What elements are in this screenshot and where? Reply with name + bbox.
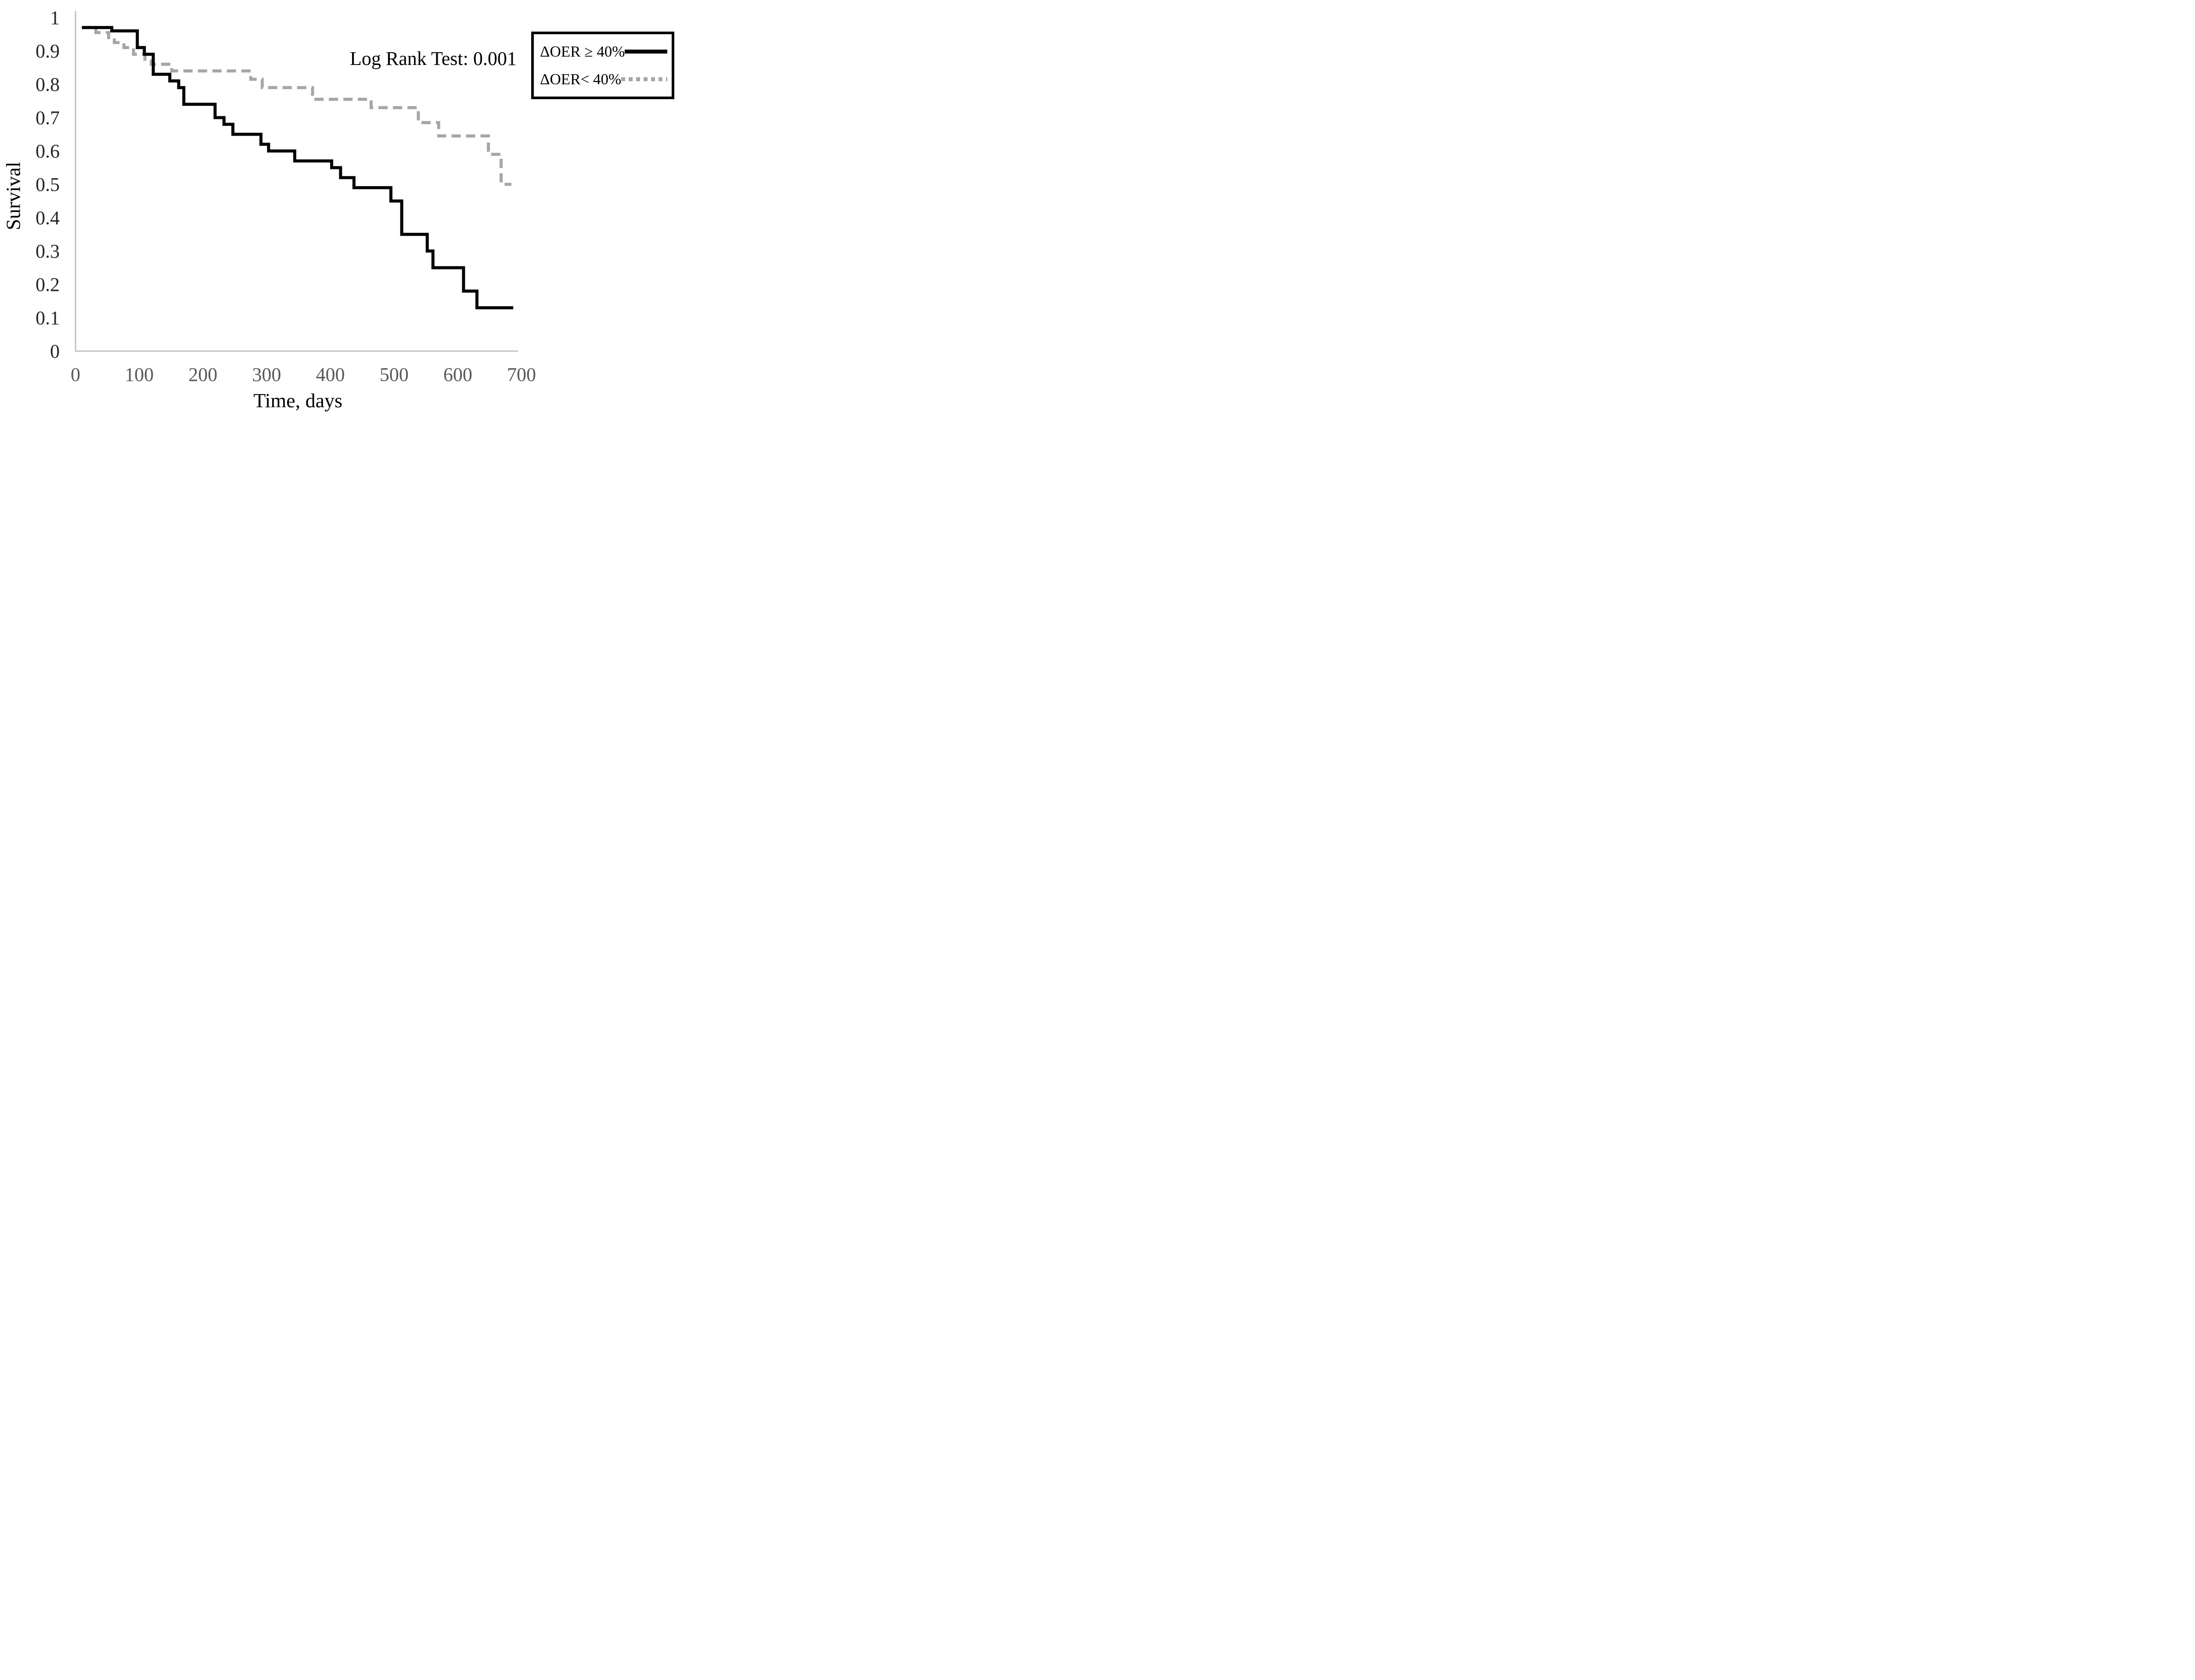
log-rank-annotation: Log Rank Test: 0.001 bbox=[350, 48, 517, 69]
x-tick-label: 600 bbox=[443, 364, 472, 385]
legend-item-label: ΔOER ≥ 40% bbox=[540, 43, 625, 60]
x-tick-label: 300 bbox=[252, 364, 281, 385]
y-tick-label: 0.1 bbox=[36, 307, 60, 329]
x-tick-label: 500 bbox=[380, 364, 409, 385]
legend-box: ΔOER ≥ 40% ΔOER< 40% bbox=[531, 32, 674, 99]
series-line-oer-lt-40 bbox=[82, 26, 511, 186]
y-tick-label: 0.4 bbox=[36, 207, 60, 229]
x-tick-label: 0 bbox=[71, 364, 80, 385]
legend-item: ΔOER< 40% bbox=[540, 71, 667, 88]
y-tick-label: 0.7 bbox=[36, 107, 60, 129]
y-tick-label: 0.6 bbox=[36, 140, 60, 162]
legend-item-label: ΔOER< 40% bbox=[540, 70, 622, 88]
y-tick-label: 0.3 bbox=[36, 241, 60, 262]
y-tick-label: 0.2 bbox=[36, 274, 60, 295]
x-tick-label: 700 bbox=[507, 364, 536, 385]
x-tick-label: 400 bbox=[316, 364, 345, 385]
legend-line-dashed bbox=[621, 77, 667, 81]
legend-item: ΔOER ≥ 40% bbox=[540, 43, 667, 61]
y-tick-label: 0.8 bbox=[36, 74, 60, 95]
y-tick-label: 0.5 bbox=[36, 174, 60, 195]
x-tick-label: 200 bbox=[188, 364, 217, 385]
x-tick-label: 100 bbox=[125, 364, 154, 385]
survival-chart-canvas: 1 0.9 0.8 0.7 0.6 0.5 0.4 0.3 0.2 0.1 00 100 200 300 4… bbox=[36, 7, 536, 385]
survival-chart-page: 1 0.9 0.8 0.7 0.6 0.5 0.4 0.3 0.2 0.1 0 0 100 200 300 4… bbox=[0, 0, 678, 424]
y-tick-label: 0 bbox=[50, 341, 60, 362]
legend-line-solid bbox=[625, 50, 667, 54]
y-axis-title: Survival bbox=[2, 162, 25, 230]
y-tick-label: 0.9 bbox=[36, 40, 60, 62]
x-axis-title: Time, days bbox=[253, 389, 342, 412]
y-tick-label: 1 bbox=[50, 7, 60, 29]
series-line-oer-ge-40 bbox=[82, 26, 514, 309]
